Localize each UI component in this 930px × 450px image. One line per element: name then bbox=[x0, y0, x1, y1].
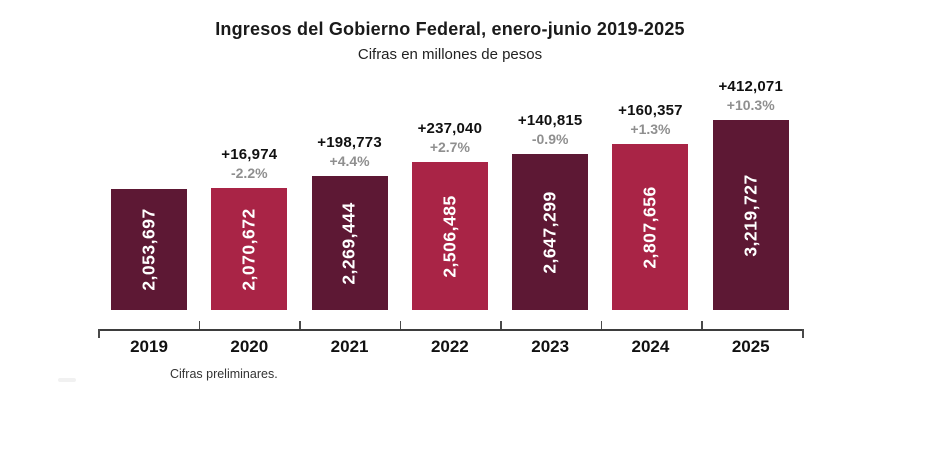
change-annotation-2024: +160,357 +1.3% bbox=[580, 101, 720, 139]
x-axis-label-2021: 2021 bbox=[330, 337, 369, 356]
change-absolute-2024: +160,357 bbox=[618, 102, 683, 119]
change-percent-2021: +4.4% bbox=[329, 153, 370, 169]
x-axis-line bbox=[98, 329, 802, 331]
x-axis-label-2024: 2024 bbox=[631, 337, 670, 356]
bar-value-label-2019: 2,053,697 bbox=[138, 208, 159, 291]
x-axis-tick bbox=[98, 329, 100, 338]
change-absolute-2023: +140,815 bbox=[517, 112, 583, 129]
change-percent-2025: +10.3% bbox=[726, 97, 775, 113]
x-axis-tick bbox=[600, 321, 603, 329]
bar-2024: 2,807,656 bbox=[612, 144, 689, 310]
change-annotation-2023: +140,815 -0.9% bbox=[480, 111, 620, 149]
x-axis-label-2023: 2023 bbox=[531, 337, 570, 356]
bar-2023: 2,647,299 bbox=[512, 154, 589, 310]
change-absolute-2025: +412,071 bbox=[718, 78, 784, 95]
change-percent-2022: +2.7% bbox=[429, 139, 470, 155]
change-absolute-2021: +198,773 bbox=[317, 134, 382, 151]
bar-value-label-2025: 3,219,727 bbox=[740, 173, 761, 257]
x-axis-tick bbox=[399, 321, 402, 329]
change-percent-2024: +1.3% bbox=[630, 121, 671, 137]
bar-value-label-2021: 2,269,444 bbox=[339, 201, 360, 285]
bar-value-label-2020: 2,070,672 bbox=[238, 207, 259, 291]
bar-value-label-2022: 2,506,485 bbox=[439, 194, 460, 278]
footnote: Cifras preliminares. bbox=[170, 367, 278, 381]
change-annotation-2025: +412,071 +10.3% bbox=[681, 77, 821, 115]
chart-title: Ingresos del Gobierno Federal, enero-jun… bbox=[215, 19, 685, 39]
change-annotation-2020: +16,974 -2.2% bbox=[179, 145, 319, 183]
x-axis-label-2019: 2019 bbox=[130, 337, 168, 356]
bar-2019: 2,053,697 bbox=[111, 189, 187, 310]
x-axis-tick bbox=[701, 321, 703, 329]
x-axis-tick bbox=[198, 321, 201, 329]
chart-subtitle: Cifras en millones de pesos bbox=[357, 46, 543, 63]
change-absolute-2020: +16,974 bbox=[221, 146, 278, 163]
bar-2025: 3,219,727 bbox=[712, 120, 789, 310]
change-percent-2023: -0.9% bbox=[531, 131, 569, 147]
bar-2020: 2,070,672 bbox=[211, 188, 288, 310]
change-absolute-2022: +237,040 bbox=[417, 120, 483, 137]
x-axis-label-2022: 2022 bbox=[430, 337, 469, 356]
bar-value-label-2023: 2,647,299 bbox=[539, 190, 560, 274]
bar-2022: 2,506,485 bbox=[411, 162, 488, 310]
change-annotation-2022: +237,040 +2.7% bbox=[380, 119, 520, 157]
bar-value-label-2024: 2,807,656 bbox=[639, 185, 660, 269]
x-axis-label-2020: 2020 bbox=[230, 337, 269, 356]
x-axis-tick bbox=[299, 321, 301, 329]
watermark-smudge bbox=[58, 378, 76, 382]
x-axis-label-2025: 2025 bbox=[731, 337, 770, 356]
x-axis-tick bbox=[500, 321, 502, 329]
x-axis-tick bbox=[802, 329, 804, 338]
change-percent-2020: -2.2% bbox=[230, 165, 268, 181]
change-annotation-2021: +198,773 +4.4% bbox=[280, 133, 420, 171]
bar-2021: 2,269,444 bbox=[311, 176, 388, 310]
